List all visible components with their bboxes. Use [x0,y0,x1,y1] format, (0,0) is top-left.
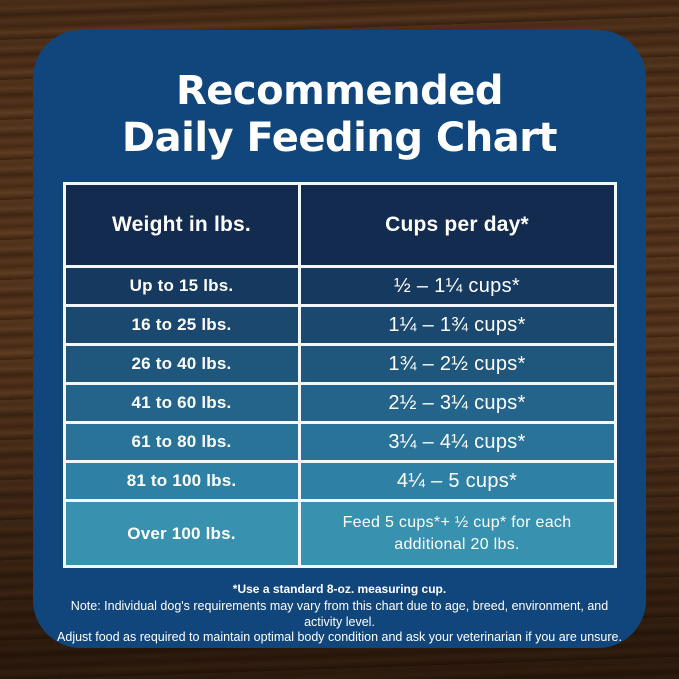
footnotes: *Use a standard 8-oz. measuring cup. Not… [55,582,625,646]
column-header-cups: Cups per day* [300,185,614,265]
cups-cell: ½ – 1¼ cups* [300,268,614,304]
weight-cell: Up to 15 lbs. [65,268,298,304]
title-line-1: Recommended [176,68,503,114]
column-header-weight: Weight in lbs. [65,185,298,265]
title-line-2: Daily Feeding Chart [121,115,558,161]
weight-cell: 81 to 100 lbs. [65,463,298,499]
cups-cell: 1¼ – 1¾ cups* [300,307,614,343]
cups-cell: 1¾ – 2½ cups* [300,346,614,382]
footnote-disclaimer-line-2: Adjust food as required to maintain opti… [57,630,622,644]
weight-cell: 41 to 60 lbs. [65,385,298,421]
feeding-chart-card: Recommended Daily Feeding Chart Weight i… [33,30,646,648]
cups-cell: Feed 5 cups*+ ½ cup* for each additional… [300,502,614,565]
cups-cell: 4¼ – 5 cups* [300,463,614,499]
weight-cell: Over 100 lbs. [65,502,298,565]
footnote-measuring-cup: *Use a standard 8-oz. measuring cup. [232,582,447,596]
feeding-table: Weight in lbs. Cups per day* Up to 15 lb… [62,182,617,568]
weight-cell: 16 to 25 lbs. [65,307,298,343]
cups-cell: 3¼ – 4¼ cups* [300,424,614,460]
weight-cell: 26 to 40 lbs. [65,346,298,382]
page-title: Recommended Daily Feeding Chart [121,68,558,162]
weight-cell: 61 to 80 lbs. [65,424,298,460]
cups-cell: 2½ – 3¼ cups* [300,385,614,421]
footnote-disclaimer: Note: Individual dog's requirements may … [55,599,625,646]
footnote-disclaimer-line-1: Note: Individual dog's requirements may … [70,599,609,629]
